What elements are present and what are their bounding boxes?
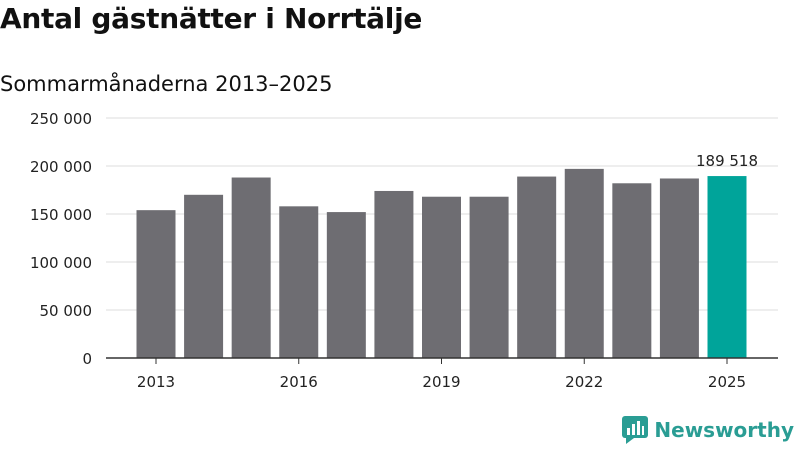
bar-2019 xyxy=(422,196,461,358)
chart-subtitle: Sommarmånaderna 2013–2025 xyxy=(0,72,333,96)
brand-name: Newsworthy xyxy=(654,418,794,442)
y-tick-label: 50 000 xyxy=(40,302,93,320)
bar-2023 xyxy=(612,183,652,358)
x-tick-label: 2022 xyxy=(565,373,603,391)
bar-2015 xyxy=(231,177,271,358)
bar-2017 xyxy=(326,212,366,358)
y-tick-label: 150 000 xyxy=(30,206,92,224)
x-tick-label: 2016 xyxy=(280,373,318,391)
bar-2018 xyxy=(374,190,414,358)
x-tick-label: 2013 xyxy=(137,373,175,391)
y-tick-label: 100 000 xyxy=(30,254,92,272)
bar-2025 xyxy=(707,176,747,358)
data-label-2025: 189 518 xyxy=(696,152,758,170)
bar-2016 xyxy=(279,206,319,358)
bar-2013 xyxy=(136,210,176,358)
y-tick-label: 250 000 xyxy=(30,110,92,128)
newsworthy-logo: Newsworthy xyxy=(622,414,794,446)
bar-2014 xyxy=(184,194,224,358)
bar-2022 xyxy=(564,168,604,358)
bar-2024 xyxy=(659,178,699,358)
bar-2021 xyxy=(517,176,557,358)
chart-title: Antal gästnätter i Norrtälje xyxy=(0,2,423,35)
newsworthy-chart-icon xyxy=(622,416,649,444)
bar-2020 xyxy=(469,196,509,358)
y-tick-label: 200 000 xyxy=(30,158,92,176)
x-tick-label: 2019 xyxy=(422,373,460,391)
x-tick-label: 2025 xyxy=(708,373,746,391)
y-tick-label: 0 xyxy=(82,350,92,368)
